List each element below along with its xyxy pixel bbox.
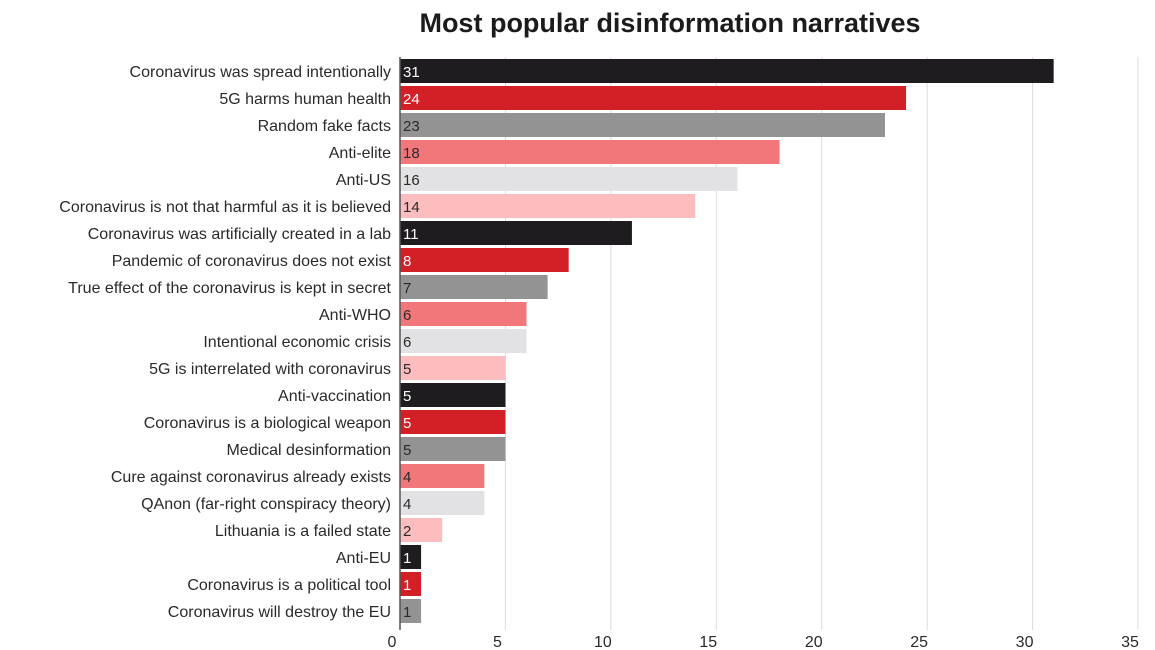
value-label: 5 <box>403 388 411 405</box>
category-label: Coronavirus is not that harmful as it is… <box>59 199 391 216</box>
category-label: Coronavirus was artificially created in … <box>88 226 391 243</box>
value-label: 6 <box>403 307 411 324</box>
category-label: Medical desinformation <box>226 442 391 459</box>
category-label: QAnon (far-right conspiracy theory) <box>141 496 391 513</box>
category-label: Anti-EU <box>336 550 391 567</box>
category-label: Pandemic of coronavirus does not exist <box>112 253 392 270</box>
bar <box>400 140 780 164</box>
category-label: True effect of the coronavirus is kept i… <box>68 280 391 297</box>
chart-title: Most popular disinformation narratives <box>419 8 921 38</box>
x-tick-label: 25 <box>910 634 928 650</box>
value-label: 1 <box>403 550 411 567</box>
value-label: 4 <box>403 469 411 486</box>
category-label: Coronavirus was spread intentionally <box>130 64 391 81</box>
category-label: Cure against coronavirus already exists <box>111 469 391 486</box>
category-label: Anti-US <box>336 172 391 189</box>
bar <box>400 275 548 299</box>
category-label: Random fake facts <box>258 118 391 135</box>
value-label: 8 <box>403 253 411 270</box>
value-label: 6 <box>403 334 411 351</box>
value-label: 7 <box>403 280 411 297</box>
value-label: 1 <box>403 577 411 594</box>
bar <box>400 302 527 326</box>
bar <box>400 599 422 623</box>
bar <box>400 491 485 515</box>
value-label: 23 <box>403 118 420 135</box>
bar <box>400 194 696 218</box>
value-label: 4 <box>403 496 411 513</box>
bar <box>400 437 506 461</box>
category-label: Anti-elite <box>329 145 391 162</box>
x-tick-label: 35 <box>1121 634 1139 650</box>
bar <box>400 59 1054 83</box>
value-label: 24 <box>403 91 420 108</box>
bar <box>400 572 422 596</box>
category-label: Coronavirus will destroy the EU <box>168 604 391 621</box>
category-label: 5G harms human health <box>219 91 391 108</box>
x-tick-label: 0 <box>388 634 397 650</box>
category-label: Coronavirus is a biological weapon <box>144 415 391 432</box>
category-label: Lithuania is a failed state <box>215 523 391 540</box>
value-label: 5 <box>403 415 411 432</box>
value-label: 1 <box>403 604 411 621</box>
value-label: 16 <box>403 172 420 189</box>
category-label: Anti-WHO <box>319 307 391 324</box>
x-tick-label: 5 <box>493 634 502 650</box>
value-label: 18 <box>403 145 420 162</box>
bar <box>400 383 506 407</box>
bar <box>400 356 506 380</box>
bar <box>400 86 907 110</box>
x-tick-label: 10 <box>594 634 612 650</box>
x-tick-label: 15 <box>699 634 717 650</box>
value-label: 14 <box>403 199 420 216</box>
value-label: 5 <box>403 361 411 378</box>
bar <box>400 464 485 488</box>
value-label: 31 <box>403 64 420 81</box>
bar <box>400 221 632 245</box>
bar <box>400 545 422 569</box>
category-label: Coronavirus is a political tool <box>187 577 391 594</box>
x-tick-label: 20 <box>805 634 823 650</box>
category-label: Anti-vaccination <box>278 388 391 405</box>
value-label: 2 <box>403 523 411 540</box>
bar <box>400 113 885 137</box>
value-label: 11 <box>403 226 419 243</box>
bar <box>400 167 738 191</box>
value-label: 5 <box>403 442 411 459</box>
bar <box>400 410 506 434</box>
bar <box>400 248 569 272</box>
category-label: 5G is interrelated with coronavirus <box>149 361 391 378</box>
bar <box>400 329 527 353</box>
x-tick-label: 30 <box>1016 634 1034 650</box>
category-label: Intentional economic crisis <box>203 334 391 351</box>
bar <box>400 518 443 542</box>
